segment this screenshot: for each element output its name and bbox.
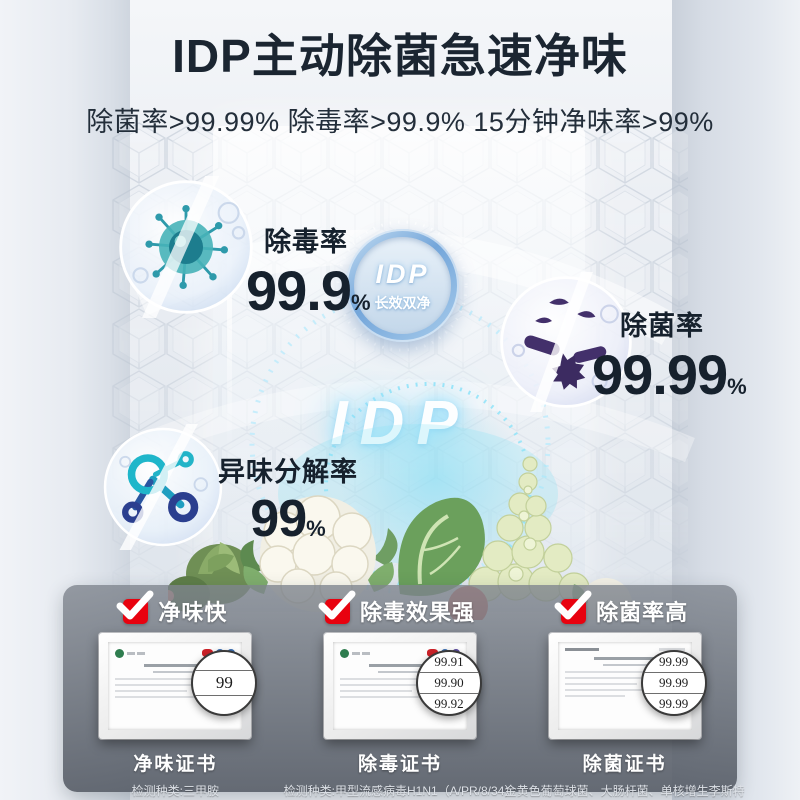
callout-odor-rate: 异味分解率 99%: [218, 450, 358, 545]
bacteria-rate-value: 99.99%: [592, 343, 747, 406]
callout-bacteria-rate: 除菌率 99.99%: [592, 304, 747, 406]
magnifier-detail: 99.91 99.90 99.92: [416, 650, 482, 716]
callout-virus-rate: 除毒率 99.9%: [246, 220, 371, 322]
certificate-title: 净味证书: [133, 754, 218, 775]
page-title: IDP主动除菌急速净味: [172, 30, 628, 82]
odor-rate-value: 99%: [250, 490, 326, 548]
certificate-image: 99.91 99.90 99.92: [324, 633, 482, 739]
feature-label: 除菌率高: [596, 600, 689, 625]
lab-logo: [115, 648, 125, 658]
light-beam: [227, 255, 232, 455]
feature-label: 净味快: [158, 600, 228, 625]
page-subtitle: 除菌率>99.99% 除毒率>99.9% 15分钟净味率>99%: [86, 107, 714, 137]
magnifier-detail: 99: [191, 650, 258, 716]
certificate-image: 99: [99, 633, 258, 739]
certificate-title: 除菌证书: [582, 754, 667, 775]
feature-label: 除毒效果强: [360, 600, 476, 625]
lab-logo: [340, 648, 349, 658]
certificate-title: 除毒证书: [358, 754, 443, 775]
bacteria-rate-label: 除菌率: [620, 311, 704, 341]
check-icon: [554, 590, 592, 624]
check-icon: [318, 590, 356, 624]
certificate-column-virus: 除毒效果强 99.91 99.90 99.92 除毒证书: [284, 585, 516, 798]
certificate-detail: 检测种类:三甲胺: [131, 784, 220, 798]
certificates-panel: 净味快 99 净味证书 检测种类:三甲胺: [63, 585, 745, 798]
virus-rate-value: 99.9%: [246, 259, 371, 322]
idp-badge-face: IDP 长效双净: [354, 237, 451, 334]
virus-rate-label: 除毒率: [264, 227, 348, 257]
idp-badge-tagline: 长效双净: [374, 294, 431, 311]
certificate-detail: 检测种类:甲型流感病毒H1N1（A/PR/8/34）MDCK细胞和肠道病毒71型…: [283, 784, 517, 798]
certificate-column-odor: 净味快 99 净味证书 检测种类:三甲胺: [63, 585, 288, 798]
molecule-bubble-icon: [100, 424, 226, 550]
certificate-column-bacteria: 除菌率高 99.99 99.99 99.99 除菌证书 金黄色葡萄球菌、大肠杆菌…: [505, 585, 745, 798]
idp-badge-logo: IDP: [375, 258, 430, 289]
check-icon: [116, 590, 154, 624]
certificate-image: 99.99 99.99 99.99: [548, 633, 707, 739]
odor-rate-label: 异味分解率: [218, 457, 358, 487]
certificate-detail: 金黄色葡萄球菌、大肠杆菌、单核增生李斯特菌、大肠埃希氏菌，白色葡萄球菌: [504, 784, 745, 798]
virus-bubble-icon: [115, 176, 257, 318]
magnifier-detail: 99.99 99.99 99.99: [640, 650, 707, 716]
